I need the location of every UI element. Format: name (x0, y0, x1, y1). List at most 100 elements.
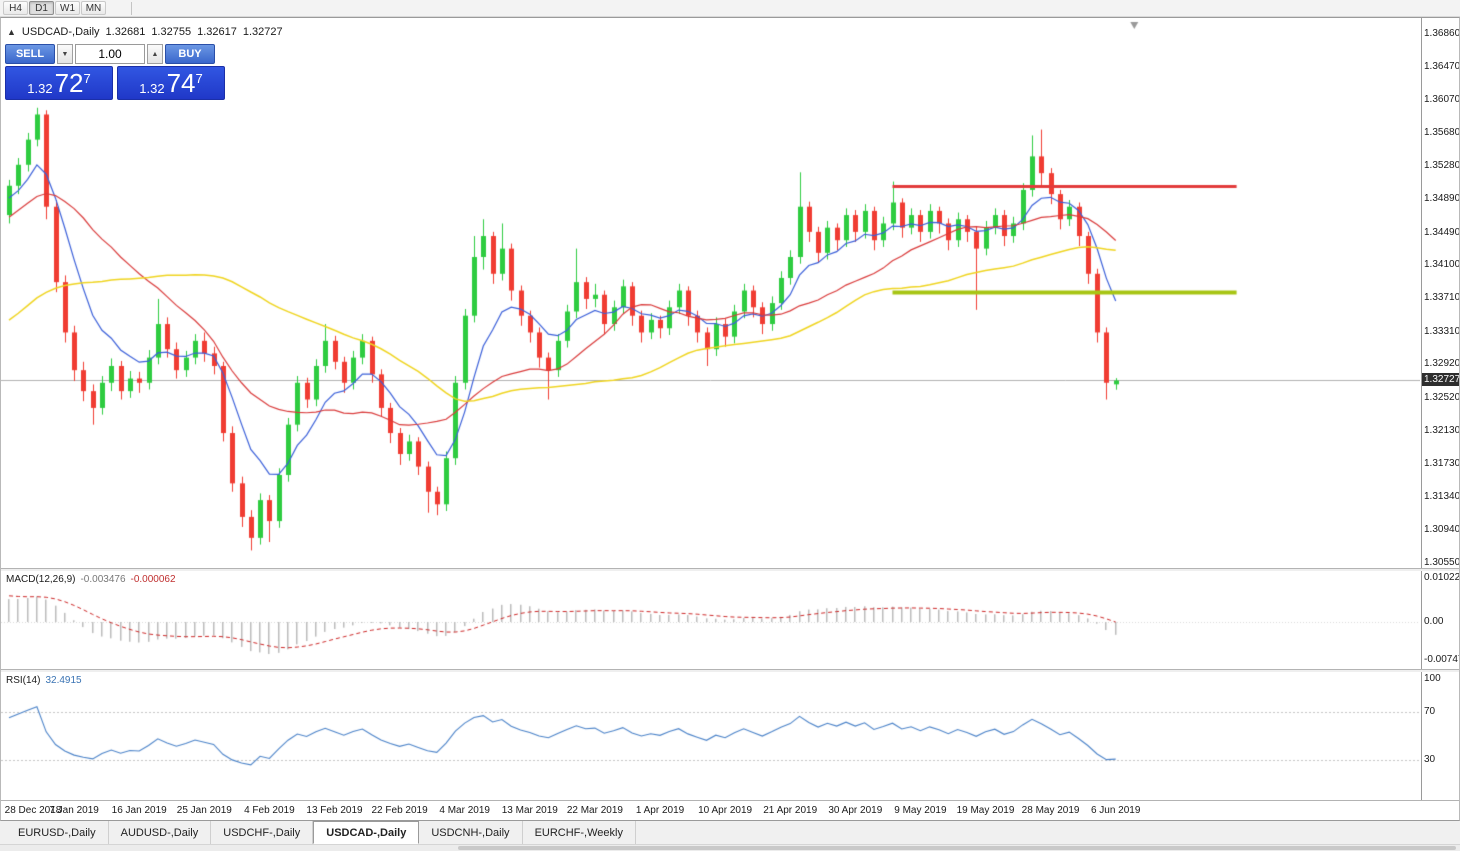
price-axis-label: 1.35680 (1424, 126, 1459, 138)
lot-increase-button[interactable]: ▲ (147, 44, 163, 64)
buy-price-display: 1.32 74 7 (117, 66, 225, 100)
timeframe-button-d1[interactable]: D1 (29, 1, 54, 15)
horizontal-scrollbar[interactable] (0, 845, 1460, 851)
price-axis-label: 1.34490 (1424, 226, 1459, 238)
date-axis-label: 22 Feb 2019 (371, 805, 428, 816)
price-axis[interactable]: 1.36860 1.36470 1.36070 1.35680 1.35280 1.348… (1421, 18, 1459, 568)
price-axis-label: 1.34100 (1424, 259, 1459, 271)
price-axis-label: 1.31730 (1424, 458, 1459, 470)
toolbar-separator (131, 1, 132, 15)
pane-separator[interactable] (1, 568, 1459, 571)
price-axis-label: 1.32520 (1424, 391, 1459, 403)
rsi-axis-label: 30 (1424, 754, 1436, 765)
chart-symbol-label: USDCAD-,Daily (21, 26, 100, 38)
tab-eurusd-daily[interactable]: EURUSD-,Daily (6, 821, 109, 844)
lot-decrease-button[interactable]: ▼ (57, 44, 73, 64)
price-axis-label: 1.32920 (1424, 358, 1459, 370)
price-axis-label: 1.36860 (1424, 28, 1459, 39)
date-axis-label: 16 Jan 2019 (111, 805, 167, 816)
date-axis-label: 21 Apr 2019 (763, 805, 818, 816)
current-price-badge: 1.32727 (1422, 373, 1459, 387)
ohlc-close: 1.32727 (242, 26, 283, 38)
date-axis-label: 4 Mar 2019 (439, 805, 490, 816)
buy-button[interactable]: BUY (165, 44, 215, 64)
date-axis-label: 10 Apr 2019 (698, 805, 753, 816)
buy-price-prefix: 1.32 (139, 81, 165, 96)
chart-tabs-bar: EURUSD-,Daily AUDUSD-,Daily USDCHF-,Daily U… (0, 821, 1460, 845)
price-axis-label: 1.36070 (1424, 94, 1459, 106)
timeframe-buttons: H4 D1 W1 MN (3, 1, 107, 15)
date-axis-label: 7 Jan 2019 (49, 805, 99, 816)
date-axis-label: 13 Feb 2019 (306, 805, 363, 816)
pane-separator[interactable] (1, 669, 1459, 672)
sell-button[interactable]: SELL (5, 44, 55, 64)
date-axis-label: 22 Mar 2019 (566, 805, 623, 816)
timeframe-toolbar: H4 D1 W1 MN (0, 0, 1460, 17)
rsi-axis-label: 70 (1424, 706, 1436, 717)
timeframe-button-mn[interactable]: MN (81, 1, 106, 15)
one-click-trade-panel: SELL ▼ ▲ BUY 1.32 72 7 1.32 74 7 (5, 44, 225, 100)
ohlc-open: 1.32681 (105, 26, 146, 38)
main-chart-pane: ▲ USDCAD-,Daily 1.32681 1.32755 1.32617 … (1, 18, 1459, 568)
date-axis-label: 30 Apr 2019 (828, 805, 883, 816)
price-axis-label: 1.36470 (1424, 60, 1459, 72)
tab-eurchf-weekly[interactable]: EURCHF-,Weekly (523, 821, 636, 844)
buy-price-big: 74 (166, 68, 196, 98)
rsi-label: RSI(14) 32.4915 (6, 675, 82, 686)
price-chart-canvas[interactable] (1, 18, 1420, 568)
tab-usdcnh-daily[interactable]: USDCNH-,Daily (419, 821, 523, 844)
price-axis-label: 1.32130 (1424, 424, 1459, 436)
date-axis-label: 13 Mar 2019 (501, 805, 558, 816)
tab-usdcad-daily[interactable]: USDCAD-,Daily (313, 821, 420, 844)
rsi-pane: RSI(14) 32.4915 100 70 30 (1, 672, 1459, 800)
tab-audusd-daily[interactable]: AUDUSD-,Daily (109, 821, 212, 844)
price-axis-label: 1.34890 (1424, 193, 1459, 205)
date-axis-label: 9 May 2019 (894, 805, 947, 816)
rsi-canvas[interactable] (1, 672, 1420, 800)
price-axis-label: 1.33710 (1424, 292, 1459, 304)
price-axis-label: 1.35280 (1424, 160, 1459, 172)
macd-axis-label: 0.010229 (1424, 572, 1459, 583)
date-axis-label: 6 Jun 2019 (1090, 805, 1141, 816)
price-axis-label: 1.30940 (1424, 524, 1459, 536)
macd-pane: MACD(12,26,9) -0.003476 -0.000062 0.0102… (1, 571, 1459, 669)
ohlc-low: 1.32617 (197, 26, 237, 38)
rsi-value: 32.4915 (45, 675, 82, 686)
date-axis-label: 25 Jan 2019 (176, 805, 232, 816)
timeframe-button-h4[interactable]: H4 (3, 1, 28, 15)
buy-price-pip: 7 (195, 71, 203, 86)
sell-price-big: 72 (54, 68, 84, 98)
date-axis-label: 19 May 2019 (956, 805, 1015, 816)
price-axis-label: 1.31340 (1424, 490, 1459, 502)
macd-label: MACD(12,26,9) -0.003476 -0.000062 (6, 574, 176, 585)
collapse-trade-panel-icon[interactable]: ▲ (7, 27, 16, 37)
macd-canvas[interactable] (1, 571, 1420, 669)
tab-usdchf-daily[interactable]: USDCHF-,Daily (211, 821, 314, 844)
date-axis-label: 4 Feb 2019 (244, 805, 295, 816)
sell-price-display: 1.32 72 7 (5, 66, 113, 100)
chart-window: ▲ USDCAD-,Daily 1.32681 1.32755 1.32617 … (0, 17, 1460, 821)
macd-axis[interactable]: 0.010229 0.00 -0.007471 (1421, 571, 1459, 669)
macd-main-value: -0.003476 (80, 574, 126, 585)
chart-title: ▲ USDCAD-,Daily 1.32681 1.32755 1.32617 … (7, 26, 283, 38)
date-axis-label: 1 Apr 2019 (635, 805, 685, 816)
sell-price-pip: 7 (83, 71, 91, 86)
scrollbar-thumb[interactable] (458, 846, 1456, 850)
ohlc-high: 1.32755 (151, 26, 192, 38)
macd-signal-value: -0.000062 (130, 574, 176, 585)
rsi-axis[interactable]: 100 70 30 (1421, 672, 1459, 800)
date-axis-label: 28 Dec 2018 (4, 805, 62, 816)
rsi-axis-label: 100 (1424, 673, 1441, 684)
rsi-name: RSI(14) (6, 675, 41, 686)
price-axis-label: 1.30550 (1424, 557, 1459, 568)
macd-axis-label: 0.00 (1424, 616, 1444, 627)
price-axis-label: 1.33310 (1424, 325, 1459, 337)
date-axis[interactable]: 28 Dec 2018 7 Jan 2019 16 Jan 2019 25 Jan 2… (1, 800, 1459, 820)
macd-axis-label: -0.007471 (1424, 654, 1459, 665)
sell-price-prefix: 1.32 (27, 81, 53, 96)
macd-name: MACD(12,26,9) (6, 574, 76, 585)
timeframe-button-w1[interactable]: W1 (55, 1, 80, 15)
lot-size-input[interactable] (75, 44, 145, 64)
date-axis-label: 28 May 2019 (1021, 805, 1080, 816)
